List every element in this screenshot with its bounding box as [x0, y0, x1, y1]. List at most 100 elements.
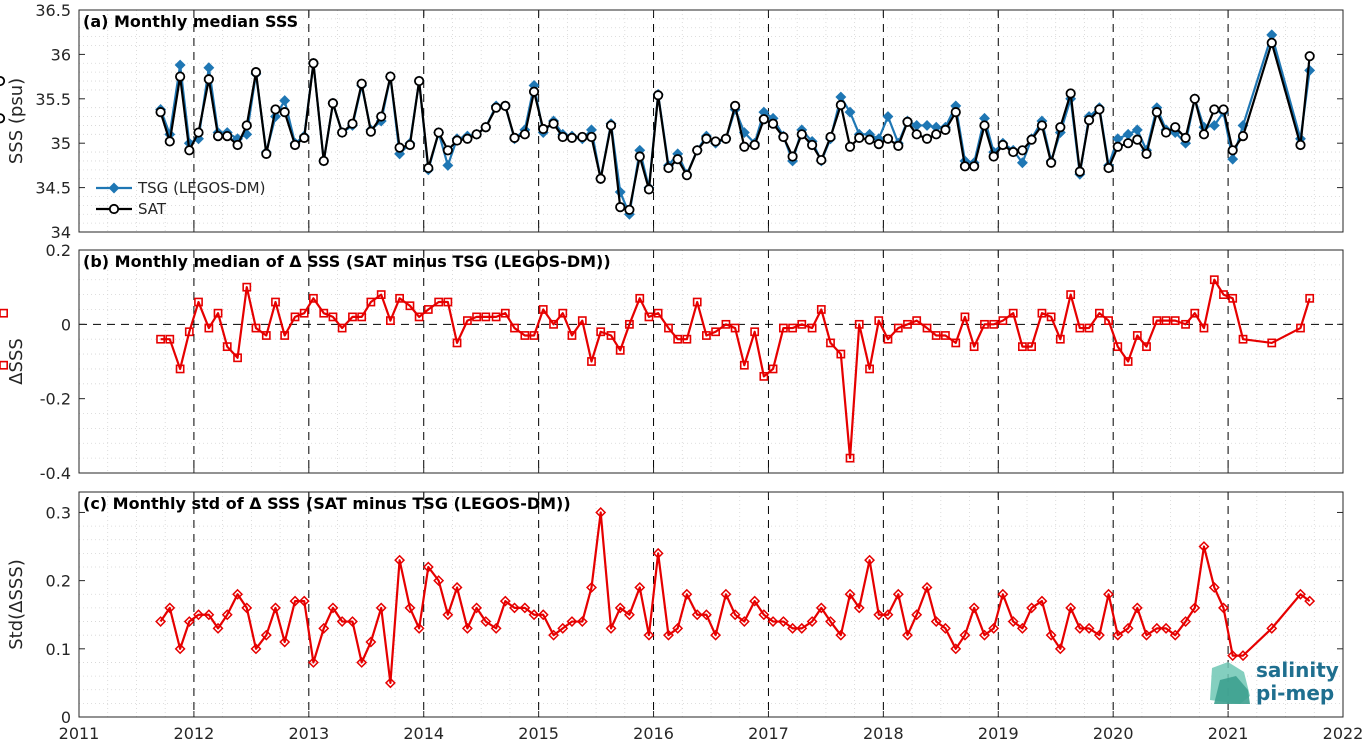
- data-point: [1103, 162, 1114, 174]
- data-point: [787, 151, 798, 162]
- panel-3: 0 0.1 0.2 0.3 Std(ΔSSS) (c) Monthly std of Δ …: [6, 491, 1344, 727]
- data-point: [490, 622, 502, 634]
- data-point: [356, 656, 368, 668]
- data-point: [557, 131, 568, 143]
- data-point: [251, 323, 261, 333]
- data-point: [461, 622, 473, 634]
- data-point: [787, 622, 799, 634]
- legend-marker: [108, 182, 120, 194]
- ytick-label: 35: [51, 134, 71, 153]
- data-point: [442, 145, 453, 156]
- data-point: [221, 609, 233, 621]
- data-point: [998, 316, 1008, 326]
- panel-title: (c) Monthly std of Δ SSS (SAT minus TSG …: [83, 494, 571, 513]
- data-point: [491, 102, 502, 113]
- xtick-label: 2020: [1093, 724, 1134, 743]
- data-point: [874, 316, 884, 326]
- data-point: [625, 319, 634, 329]
- data-point: [595, 173, 606, 184]
- data-point: [1084, 323, 1094, 333]
- xtick-label: 2018: [863, 724, 904, 743]
- data-point: [481, 312, 491, 322]
- data-point: [241, 120, 252, 131]
- data-point: [711, 327, 720, 337]
- y-axis-label: Std(ΔSSS): [6, 559, 27, 650]
- data-point: [451, 581, 463, 593]
- data-point: [664, 323, 673, 333]
- data-point: [1008, 308, 1018, 318]
- data-point: [290, 312, 300, 322]
- ytick-label: 0.1: [46, 640, 71, 659]
- data-point: [1296, 323, 1305, 333]
- data-point: [519, 602, 531, 614]
- data-point: [864, 134, 875, 145]
- data-point: [1180, 616, 1192, 628]
- ytick-label: -0.4: [40, 464, 71, 483]
- data-point: [980, 319, 989, 329]
- data-point: [892, 588, 904, 600]
- data-point: [702, 331, 711, 340]
- data-point: [893, 140, 904, 151]
- data-point: [567, 331, 577, 340]
- data-point: [969, 342, 979, 352]
- data-point: [538, 305, 548, 314]
- xtick-label: 2015: [518, 724, 559, 743]
- data-point: [537, 609, 549, 621]
- data-point: [615, 345, 625, 355]
- data-point: [480, 616, 492, 628]
- data-point: [1209, 104, 1220, 115]
- data-point: [911, 609, 923, 621]
- data-point: [893, 323, 903, 333]
- data-point: [796, 622, 808, 634]
- data-point: [0, 360, 8, 370]
- data-point: [1238, 334, 1248, 344]
- data-point: [337, 323, 347, 333]
- data-point: [203, 62, 215, 74]
- data-point: [1026, 134, 1037, 145]
- data-point: [853, 602, 865, 614]
- data-point: [1103, 588, 1115, 600]
- series-delta-2: [0, 275, 1315, 463]
- data-point: [1046, 312, 1056, 322]
- legend-marker: [108, 203, 120, 215]
- data-point: [931, 331, 941, 340]
- data-point: [0, 75, 6, 87]
- legend: TSG (LEGOS-DM) SAT: [96, 179, 265, 218]
- data-point: [644, 312, 654, 322]
- data-point: [595, 506, 607, 518]
- data-point: [1093, 629, 1105, 641]
- data-point: [1237, 650, 1249, 662]
- data-point: [577, 131, 588, 143]
- data-point: [1054, 643, 1066, 655]
- ytick-label: 0.2: [46, 241, 71, 260]
- data-point: [652, 547, 664, 559]
- data-point: [844, 588, 856, 600]
- data-point: [1046, 157, 1057, 168]
- data-point: [749, 595, 761, 607]
- data-point: [366, 297, 376, 307]
- data-point: [384, 677, 396, 689]
- ytick-label: 0.3: [46, 503, 71, 522]
- data-point: [979, 120, 990, 131]
- data-point: [586, 131, 597, 143]
- ytick-label: 35.5: [35, 90, 71, 109]
- ytick-label: 0: [61, 708, 71, 727]
- data-point: [165, 334, 175, 344]
- data-point: [1065, 602, 1077, 614]
- data-point: [673, 334, 683, 344]
- data-point: [500, 308, 510, 318]
- data-point: [835, 99, 846, 111]
- data-point: [365, 126, 376, 137]
- data-point: [691, 609, 703, 621]
- data-point: [663, 162, 674, 174]
- data-point: [164, 602, 176, 614]
- data-point: [788, 323, 797, 333]
- data-point: [739, 141, 750, 152]
- data-point: [1016, 622, 1028, 634]
- data-point: [1181, 319, 1190, 329]
- data-point: [462, 133, 473, 144]
- data-point: [184, 327, 194, 337]
- data-point: [682, 334, 692, 344]
- data-point: [797, 319, 807, 329]
- data-point: [623, 609, 635, 621]
